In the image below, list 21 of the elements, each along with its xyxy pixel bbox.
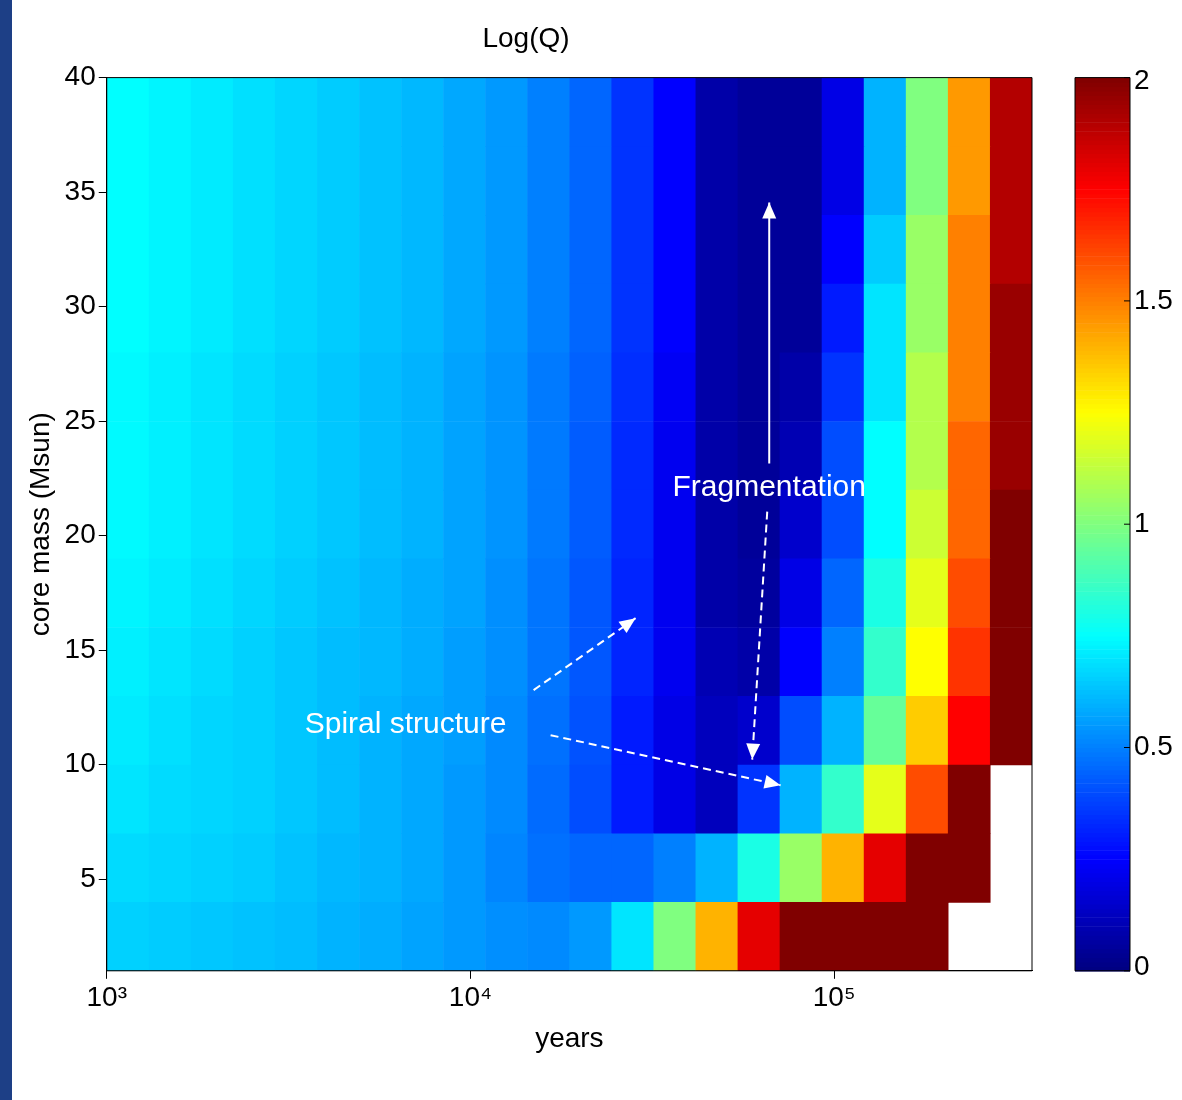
y-tick-label: 15 xyxy=(64,632,96,664)
color-bar-label: 0.5 xyxy=(1134,730,1173,762)
x-tick-label: 10⁵ xyxy=(812,981,856,1013)
color-bar-label: 0 xyxy=(1134,949,1150,981)
color-bar-label: 2 xyxy=(1134,64,1150,96)
color-bar-label: 1 xyxy=(1134,506,1150,538)
y-tick-label: 35 xyxy=(64,174,96,206)
annotation: Spiral structure xyxy=(304,706,507,740)
x-axis-title: years xyxy=(535,1021,604,1053)
y-tick-label: 30 xyxy=(64,289,96,321)
x-tick-label: 10³ xyxy=(86,981,127,1013)
chart-title: Log(Q) xyxy=(482,21,570,53)
annotation: Fragmentation xyxy=(672,468,866,502)
y-tick-label: 40 xyxy=(64,60,96,92)
y-tick-label: 5 xyxy=(80,861,96,893)
y-tick-label: 10 xyxy=(64,747,96,779)
x-tick-label: 10⁴ xyxy=(448,981,493,1013)
color-bar-label: 1.5 xyxy=(1134,283,1173,315)
y-tick-label: 20 xyxy=(64,518,96,550)
y-axis-title: core mass (Msun) xyxy=(23,412,55,637)
y-tick-label: 25 xyxy=(64,403,96,435)
